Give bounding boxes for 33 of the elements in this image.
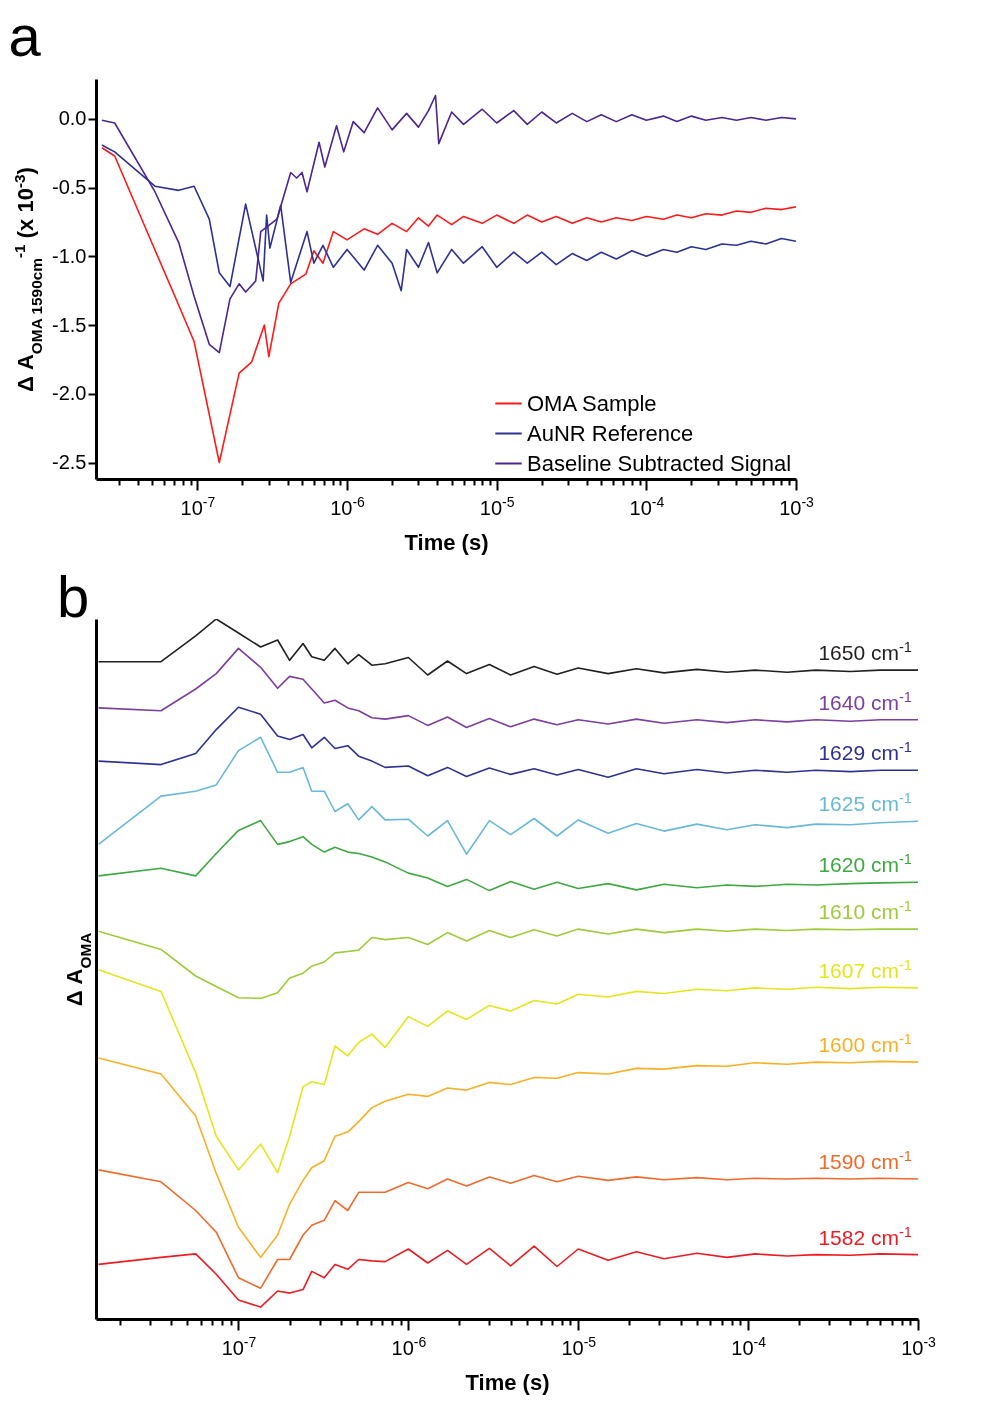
x-tick-label: 10$^{-6}$ xyxy=(391,1333,427,1359)
series-label: 1640 cm$^{-1}$ xyxy=(818,688,912,714)
y-tick-label: -2.5 xyxy=(52,451,87,474)
y-tick-label: -2.0 xyxy=(52,382,87,405)
x-tick-label: 10$^{-6}$ xyxy=(330,493,366,519)
series-label: 1610 cm$^{-1}$ xyxy=(818,898,912,924)
legend-label: Baseline Subtracted Signal xyxy=(527,450,792,476)
series-label: 1607 cm$^{-1}$ xyxy=(818,956,912,982)
legend-label: OMA Sample xyxy=(527,390,657,416)
series-label: 1590 cm$^{-1}$ xyxy=(818,1148,912,1173)
x-tick-label: 10$^{-7}$ xyxy=(180,493,216,519)
series-label: 1650 cm$^{-1}$ xyxy=(818,639,912,665)
legend-label: AuNR Reference xyxy=(527,420,694,446)
y-tick-label: -0.5 xyxy=(52,176,87,199)
x-axis-title: Time (s) xyxy=(465,1369,550,1395)
chart-title: b xyxy=(57,564,90,629)
x-tick-label: 10$^{-5}$ xyxy=(479,493,515,519)
x-axis-title: Time (s) xyxy=(404,529,489,555)
y-tick-label: -1.0 xyxy=(52,244,87,267)
x-tick-label: 10$^{-4}$ xyxy=(629,493,665,519)
x-tick-label: 10$^{-7}$ xyxy=(221,1333,257,1359)
x-tick-label: 10$^{-3}$ xyxy=(901,1333,937,1359)
series-label: 1629 cm$^{-1}$ xyxy=(818,739,912,765)
series-label: 1582 cm$^{-1}$ xyxy=(818,1223,912,1249)
series-label: 1620 cm$^{-1}$ xyxy=(818,851,912,877)
series-label: 1600 cm$^{-1}$ xyxy=(818,1031,912,1057)
series-label: 1625 cm$^{-1}$ xyxy=(818,790,912,816)
x-tick-label: 10$^{-4}$ xyxy=(731,1333,767,1359)
x-tick-label: 10$^{-3}$ xyxy=(779,493,815,519)
y-tick-label: -1.5 xyxy=(52,313,87,336)
x-tick-label: 10$^{-5}$ xyxy=(561,1333,597,1359)
chart-title: a xyxy=(8,3,42,69)
y-tick-label: 0.0 xyxy=(58,107,87,130)
